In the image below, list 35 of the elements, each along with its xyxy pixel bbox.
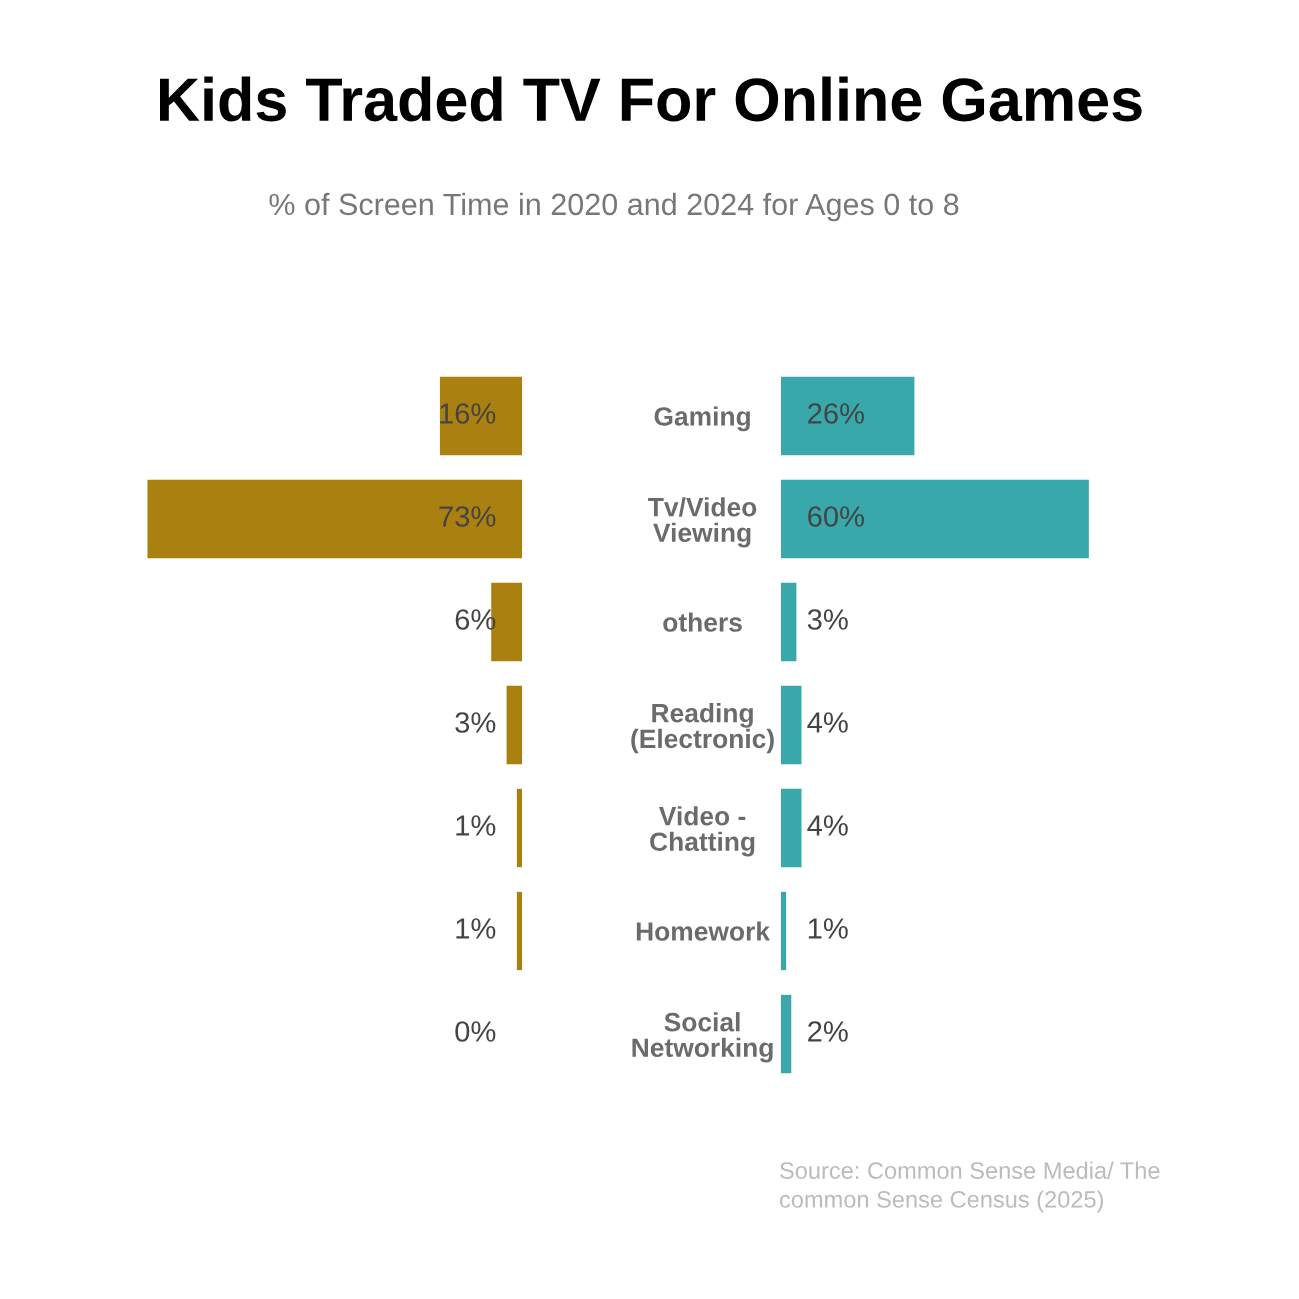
y-tick-label: Reading (Electronic) [631, 703, 774, 754]
data-label: 1% [456, 815, 496, 836]
data-label: 16% [440, 403, 496, 424]
text: Kids Traded TV For Online Games [160, 76, 1142, 122]
bar [781, 685, 802, 765]
y-tick-label: Gaming [654, 406, 750, 432]
text: % of Screen Time in 2020 and 2024 for Ages 0 to 8 [269, 192, 959, 222]
y-tick-label: Social Networking [632, 1012, 773, 1063]
data-label: 3% [455, 712, 496, 733]
y-tick-label: Homework [636, 921, 771, 941]
data-label: 4% [807, 815, 848, 836]
data-label: 60% [808, 506, 864, 527]
data-label: 2% [808, 1021, 848, 1042]
bar [516, 788, 522, 868]
bar [781, 891, 787, 971]
y-tick-label: Tv/Video Viewing [648, 497, 757, 548]
bar [781, 376, 915, 456]
bar [781, 788, 802, 868]
y-tick-label: Video - Chatting [650, 806, 755, 857]
data-label: 73% [439, 506, 496, 527]
data-label: 1% [456, 918, 496, 939]
source-note: Source: Common Sense Media/ The common Sense Census (2025) [780, 1161, 1160, 1213]
data-label: 4% [807, 712, 848, 733]
data-label: 1% [808, 918, 848, 939]
bar [147, 479, 522, 559]
bar [439, 376, 522, 456]
bar [516, 891, 522, 971]
bar [781, 479, 1089, 559]
y-tick-label: others [663, 612, 742, 632]
bar [506, 685, 522, 765]
data-label: 26% [808, 403, 864, 424]
bar [781, 994, 792, 1074]
data-label: 3% [807, 609, 848, 630]
bar [781, 582, 797, 662]
data-label: 0% [455, 1021, 496, 1042]
